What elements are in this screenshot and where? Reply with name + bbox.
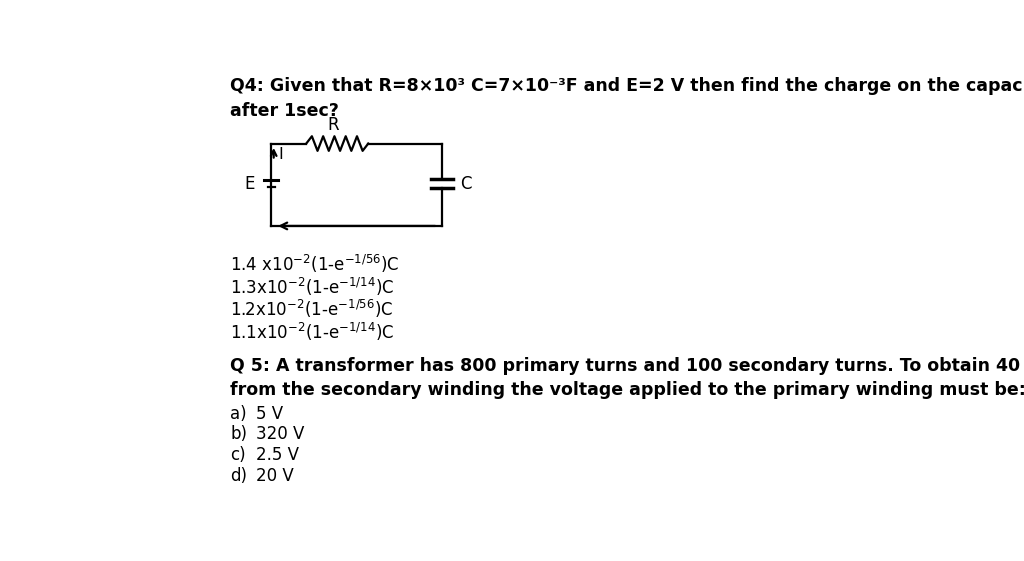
Text: c): c)	[230, 446, 246, 464]
Text: 1.2x10$^{-2}$(1-e$^{-1/56}$)C: 1.2x10$^{-2}$(1-e$^{-1/56}$)C	[230, 298, 393, 320]
Text: from the secondary winding the voltage applied to the primary winding must be:: from the secondary winding the voltage a…	[230, 381, 1024, 399]
Text: Q 5: A transformer has 800 primary turns and 100 secondary turns. To obtain 40 V: Q 5: A transformer has 800 primary turns…	[230, 357, 1024, 375]
Text: 1.1x10$^{-2}$(1-e$^{-1/14}$)C: 1.1x10$^{-2}$(1-e$^{-1/14}$)C	[230, 321, 394, 343]
Text: b): b)	[230, 425, 248, 443]
Text: 20 V: 20 V	[256, 467, 294, 485]
Text: 5 V: 5 V	[256, 404, 283, 422]
Text: 320 V: 320 V	[256, 425, 304, 443]
Text: I: I	[279, 146, 283, 162]
Text: Q4: Given that R=8×10³ C=7×10⁻³F and E=2 V then find the charge on the capacitor: Q4: Given that R=8×10³ C=7×10⁻³F and E=2…	[230, 77, 1024, 95]
Text: E: E	[244, 174, 254, 192]
Text: d): d)	[230, 467, 248, 485]
Text: 1.3x10$^{-2}$(1-e$^{-1/14}$)C: 1.3x10$^{-2}$(1-e$^{-1/14}$)C	[230, 275, 394, 298]
Text: after 1sec?: after 1sec?	[230, 102, 339, 120]
Text: R: R	[328, 116, 339, 134]
Text: C: C	[461, 174, 472, 192]
Text: a): a)	[230, 404, 247, 422]
Text: 1.4 x10$^{-2}$(1-e$^{-1/56}$)C: 1.4 x10$^{-2}$(1-e$^{-1/56}$)C	[230, 253, 399, 275]
Text: 2.5 V: 2.5 V	[256, 446, 299, 464]
